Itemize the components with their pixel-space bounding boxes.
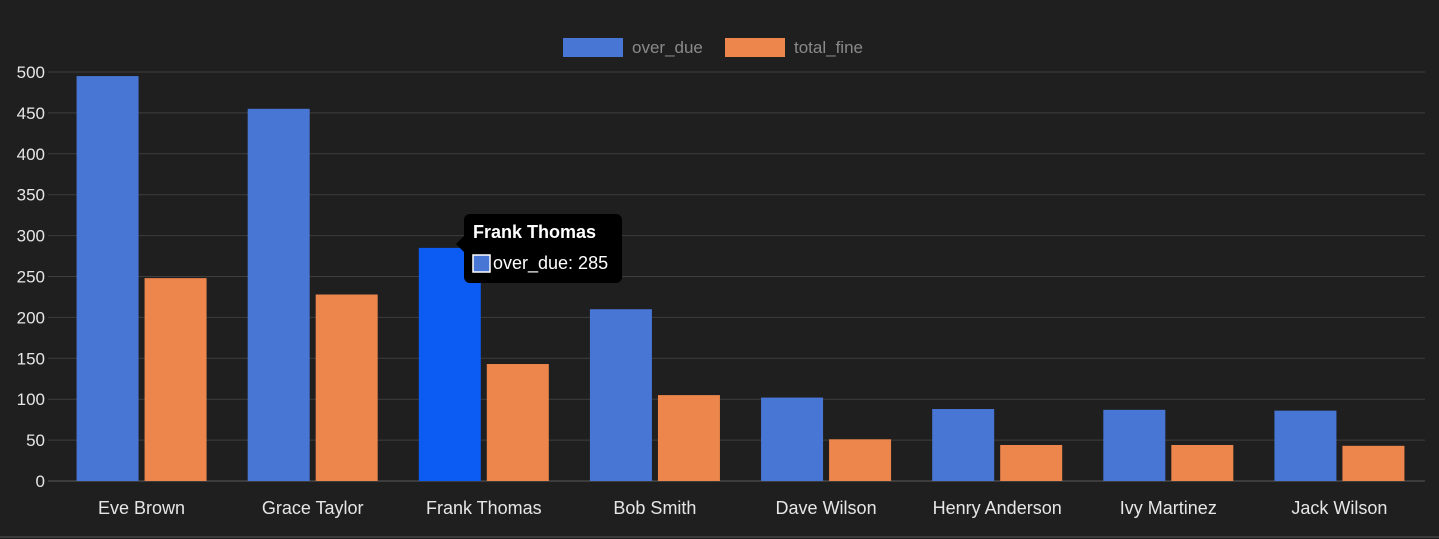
x-category-label: Eve Brown [98,498,185,518]
bar-total_fine-4[interactable] [829,439,892,481]
y-tick-label: 200 [17,308,45,327]
legend-swatch-total_fine[interactable] [725,38,785,57]
x-category-label: Frank Thomas [426,498,542,518]
bar-total_fine-3[interactable] [657,395,720,481]
x-category-label: Jack Wilson [1291,498,1387,518]
bar-over_due-2[interactable] [418,247,481,481]
y-tick-label: 350 [17,186,45,205]
y-tick-label: 500 [17,63,45,82]
y-tick-label: 450 [17,104,45,123]
y-tick-label: 50 [26,431,45,450]
tooltip-box [464,214,622,283]
x-category-label: Grace Taylor [262,498,364,518]
bar-total_fine-6[interactable] [1171,445,1234,481]
y-tick-label: 150 [17,349,45,368]
tooltip-swatch [472,254,491,273]
tooltip: Frank Thomas over_due: 285 [456,214,622,283]
bar-over_due-3[interactable] [589,309,652,481]
y-tick-label: 250 [17,268,45,287]
bar-total_fine-7[interactable] [1342,445,1405,481]
bar-over_due-7[interactable] [1274,410,1337,481]
bar-total_fine-1[interactable] [315,294,378,481]
legend-label-over_due[interactable]: over_due [632,38,703,57]
bar-over_due-4[interactable] [761,397,824,481]
bar-total_fine-0[interactable] [144,278,207,481]
bar-total_fine-5[interactable] [1000,445,1063,481]
legend-label-total_fine[interactable]: total_fine [794,38,863,57]
y-tick-label: 300 [17,227,45,246]
bar-over_due-1[interactable] [247,108,310,481]
y-tick-label: 100 [17,390,45,409]
bar-over_due-6[interactable] [1103,409,1166,481]
bar-total_fine-2[interactable] [486,364,549,481]
x-category-label: Bob Smith [613,498,696,518]
y-tick-label: 0 [36,472,45,491]
bar-over_due-5[interactable] [932,409,995,481]
y-tick-label: 400 [17,145,45,164]
legend-swatch-over_due[interactable] [563,38,623,57]
tooltip-caret [456,236,464,252]
x-category-label: Ivy Martinez [1120,498,1217,518]
x-category-label: Henry Anderson [933,498,1062,518]
bar-over_due-0[interactable] [76,76,139,481]
x-category-label: Dave Wilson [776,498,877,518]
tooltip-title: Frank Thomas [473,222,596,242]
tooltip-body: over_due: 285 [493,253,608,274]
